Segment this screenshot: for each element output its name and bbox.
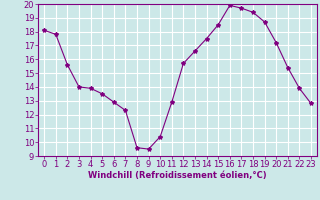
X-axis label: Windchill (Refroidissement éolien,°C): Windchill (Refroidissement éolien,°C) (88, 171, 267, 180)
